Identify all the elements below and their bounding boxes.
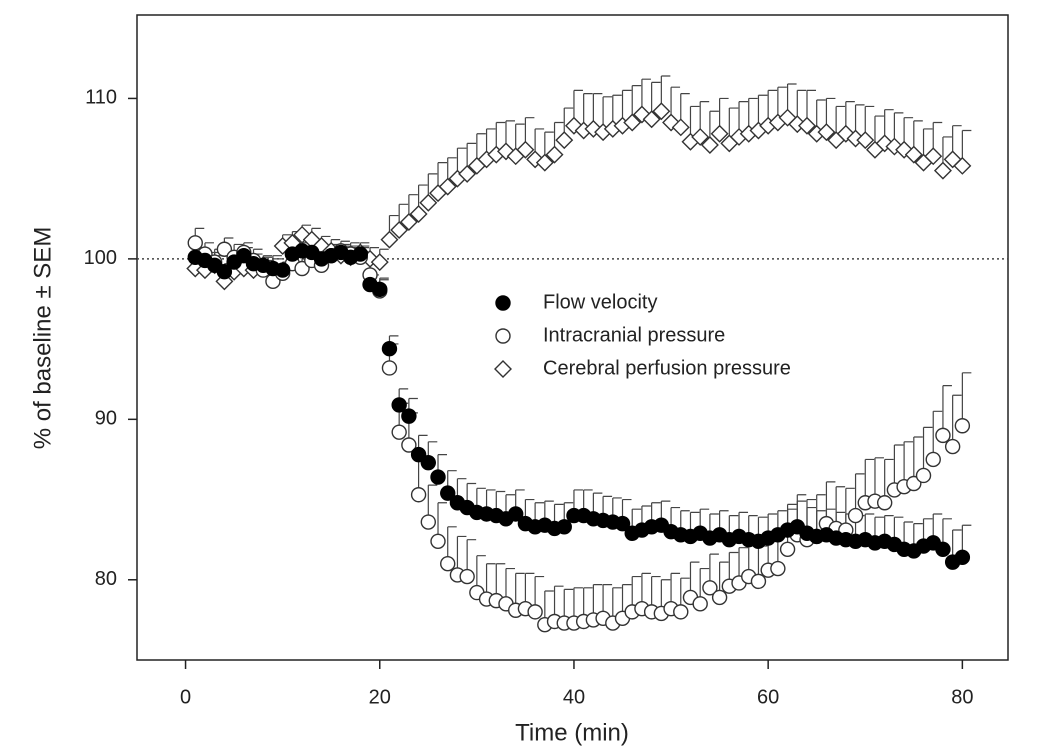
data-point xyxy=(954,418,971,434)
data-point xyxy=(673,604,689,620)
data-point xyxy=(691,127,710,146)
data-point xyxy=(642,110,661,129)
legend-marker xyxy=(495,295,511,311)
legend-marker xyxy=(495,328,511,344)
data-point xyxy=(671,118,690,137)
data-point xyxy=(401,408,417,424)
legend-label: Flow velocity xyxy=(543,291,657,313)
error-bar xyxy=(961,372,972,426)
data-point xyxy=(430,533,446,549)
data-point xyxy=(555,131,574,150)
legend-label: Cerebral perfusion pressure xyxy=(543,357,791,379)
data-point xyxy=(915,467,932,484)
data-point xyxy=(904,145,923,164)
data-point xyxy=(692,596,708,612)
data-point xyxy=(710,124,729,143)
data-point xyxy=(438,177,457,196)
data-point xyxy=(953,156,972,175)
data-point xyxy=(459,568,475,585)
data-point xyxy=(496,142,515,161)
data-point xyxy=(847,507,864,524)
data-point xyxy=(187,235,203,251)
error-bar xyxy=(932,410,943,460)
data-point xyxy=(401,437,417,453)
data-point xyxy=(556,519,572,535)
data-point xyxy=(420,514,437,530)
error-bar xyxy=(913,436,923,484)
data-point xyxy=(390,221,409,239)
data-point xyxy=(409,204,428,223)
data-point xyxy=(817,123,836,142)
data-point xyxy=(440,485,456,501)
data-point xyxy=(933,161,952,180)
data-point xyxy=(381,341,398,357)
data-point xyxy=(770,560,786,577)
plot-frame xyxy=(136,14,1009,661)
data-point xyxy=(216,264,233,280)
x-tick-label: 80 xyxy=(951,686,973,708)
data-point xyxy=(380,230,399,249)
x-axis-title: Time (min) xyxy=(515,719,629,746)
data-point xyxy=(614,515,631,532)
error-bar xyxy=(942,385,952,436)
data-point xyxy=(876,495,893,511)
data-point xyxy=(410,487,427,503)
data-point xyxy=(372,281,388,298)
data-point xyxy=(516,140,535,159)
data-point xyxy=(798,116,816,135)
data-point xyxy=(274,262,291,278)
data-point xyxy=(352,246,369,262)
data-point xyxy=(700,135,719,154)
x-tick-label: 60 xyxy=(757,686,779,708)
data-point xyxy=(856,131,875,150)
data-point xyxy=(381,360,398,376)
data-point xyxy=(623,113,642,132)
y-tick-label: 80 xyxy=(95,568,117,590)
legend-label: Intracranial pressure xyxy=(543,324,725,346)
data-point xyxy=(924,147,943,166)
data-point xyxy=(507,506,524,522)
data-point xyxy=(702,580,718,596)
data-point xyxy=(399,212,418,231)
data-point xyxy=(458,164,477,183)
data-point xyxy=(391,424,407,440)
error-bar xyxy=(952,394,962,447)
x-tick-label: 40 xyxy=(563,686,585,708)
x-tick-label: 20 xyxy=(369,686,391,708)
data-point xyxy=(944,438,961,455)
data-point xyxy=(420,454,437,471)
legend-marker xyxy=(494,360,512,378)
data-point xyxy=(430,469,446,485)
data-point xyxy=(935,541,951,557)
data-point xyxy=(711,589,728,606)
data-point xyxy=(419,193,438,212)
data-point xyxy=(440,556,456,572)
data-point xyxy=(527,604,543,620)
data-point xyxy=(652,102,671,121)
x-tick-label: 0 xyxy=(180,686,191,708)
y-tick-label: 90 xyxy=(95,408,117,430)
data-point xyxy=(954,549,971,566)
data-point xyxy=(925,451,941,468)
data-point xyxy=(750,573,767,590)
data-point xyxy=(535,153,554,172)
data-point xyxy=(370,253,389,272)
data-point xyxy=(779,541,796,557)
data-point xyxy=(935,427,951,444)
y-axis-title: % of baseline ± SEM xyxy=(29,227,56,450)
y-tick-label: 100 xyxy=(84,247,117,269)
data-point xyxy=(391,397,407,413)
y-tick-label: 110 xyxy=(85,87,117,109)
data-point xyxy=(545,145,564,164)
error-bar xyxy=(922,426,933,476)
